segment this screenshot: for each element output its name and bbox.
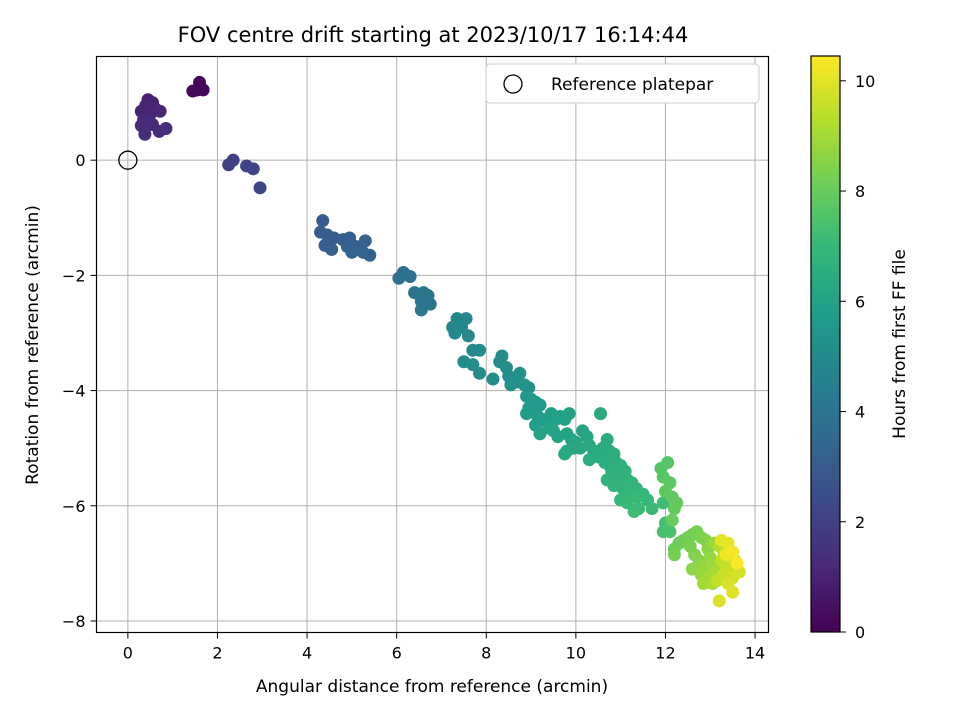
x-axis-label: Angular distance from reference (arcmin) [256,677,608,697]
colorbar-label: Hours from first FF file [890,249,910,439]
data-point [226,153,240,167]
data-point [667,502,681,516]
chart-title: FOV centre drift starting at 2023/10/17 … [178,23,689,47]
x-tick-label: 2 [212,644,222,663]
colorbar-tick-label: 6 [855,292,865,311]
data-point [697,577,711,591]
data-point [461,329,475,343]
data-point [358,234,372,248]
y-tick-label: −6 [62,497,86,516]
data-point [594,407,607,421]
colorbar-tick-label: 8 [855,182,865,201]
y-axis-ticks: −8 −6 −4 −2 0 [62,151,97,631]
data-point [345,245,359,259]
legend-label: Reference platepar [551,75,713,95]
data-point [562,407,576,421]
x-tick-label: 8 [481,644,491,663]
x-axis-ticks: 0 2 4 6 8 10 12 14 [123,632,765,663]
data-point [730,556,744,570]
data-point [246,162,260,176]
data-point [448,326,462,340]
y-axis-label: Rotation from reference (arcmin) [23,205,43,485]
x-tick-label: 6 [392,644,402,663]
data-point [138,127,152,141]
colorbar [810,55,841,633]
legend: Reference platepar [485,63,760,104]
legend-box [485,63,760,104]
data-point [663,525,677,539]
data-point [316,214,330,228]
data-point [392,271,406,285]
x-tick-label: 12 [655,644,675,663]
data-point [513,366,527,380]
x-tick-label: 14 [745,644,765,663]
data-point [726,545,740,559]
x-tick-label: 0 [123,644,133,663]
data-point [253,181,267,195]
data-point [726,585,740,599]
y-tick-label: −8 [62,612,86,631]
data-point [645,502,659,516]
x-tick-label: 4 [302,644,312,663]
data-point [627,505,641,519]
data-point [582,453,596,467]
data-point [712,594,726,608]
plot-frame [95,55,770,634]
data-point [665,513,679,527]
data-point [152,124,166,138]
x-tick-label: 10 [566,644,586,663]
data-point [186,84,200,98]
data-point [661,456,675,470]
y-tick-label: −2 [62,266,86,285]
data-point [473,366,487,380]
colorbar-tick-label: 4 [855,403,865,422]
grid-layer [96,56,769,633]
data-point [363,248,377,262]
points-layer [134,75,746,608]
colorbar-tick-label: 0 [855,623,865,642]
data-point [196,83,210,97]
colorbar-tick-label: 2 [855,513,865,532]
data-point [325,242,339,256]
data-point [667,548,681,562]
data-point [504,378,518,392]
y-tick-label: 0 [75,151,85,170]
legend-marker-open-circle [503,74,523,94]
data-point [600,433,614,447]
reference-point [118,150,138,170]
data-point [153,104,167,118]
data-point [473,343,487,357]
data-point [414,303,428,317]
data-point [558,447,572,461]
data-point [520,407,534,421]
y-tick-label: −4 [62,382,86,401]
reference-layer [118,150,138,170]
colorbar-ticks: 0 2 4 6 8 10 [840,72,875,642]
data-point [403,270,417,284]
colorbar-tick-label: 10 [855,72,875,91]
data-point [486,372,500,386]
